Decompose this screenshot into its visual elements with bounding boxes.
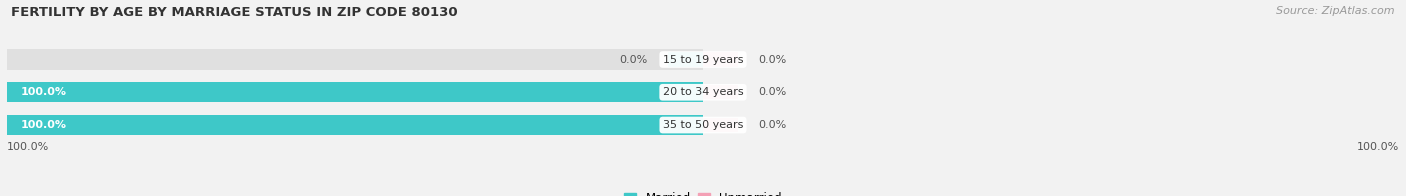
Text: 0.0%: 0.0% (759, 54, 787, 64)
Bar (703, 118, 738, 132)
Text: 0.0%: 0.0% (759, 120, 787, 130)
Text: 100.0%: 100.0% (21, 120, 67, 130)
Bar (703, 85, 738, 99)
Bar (703, 52, 738, 67)
Text: 0.0%: 0.0% (619, 54, 647, 64)
Text: FERTILITY BY AGE BY MARRIAGE STATUS IN ZIP CODE 80130: FERTILITY BY AGE BY MARRIAGE STATUS IN Z… (11, 6, 458, 19)
Bar (7, 115, 703, 135)
Text: 100.0%: 100.0% (1357, 142, 1399, 152)
Bar (7, 115, 703, 135)
Legend: Married, Unmarried: Married, Unmarried (621, 190, 785, 196)
Bar (7, 49, 703, 70)
Text: 35 to 50 years: 35 to 50 years (662, 120, 744, 130)
Text: 100.0%: 100.0% (7, 142, 49, 152)
Text: 100.0%: 100.0% (21, 87, 67, 97)
Bar (668, 52, 703, 67)
Text: 0.0%: 0.0% (759, 87, 787, 97)
Bar (7, 82, 703, 103)
Text: Source: ZipAtlas.com: Source: ZipAtlas.com (1277, 6, 1395, 16)
Text: 15 to 19 years: 15 to 19 years (662, 54, 744, 64)
Text: 20 to 34 years: 20 to 34 years (662, 87, 744, 97)
Bar (7, 82, 703, 103)
